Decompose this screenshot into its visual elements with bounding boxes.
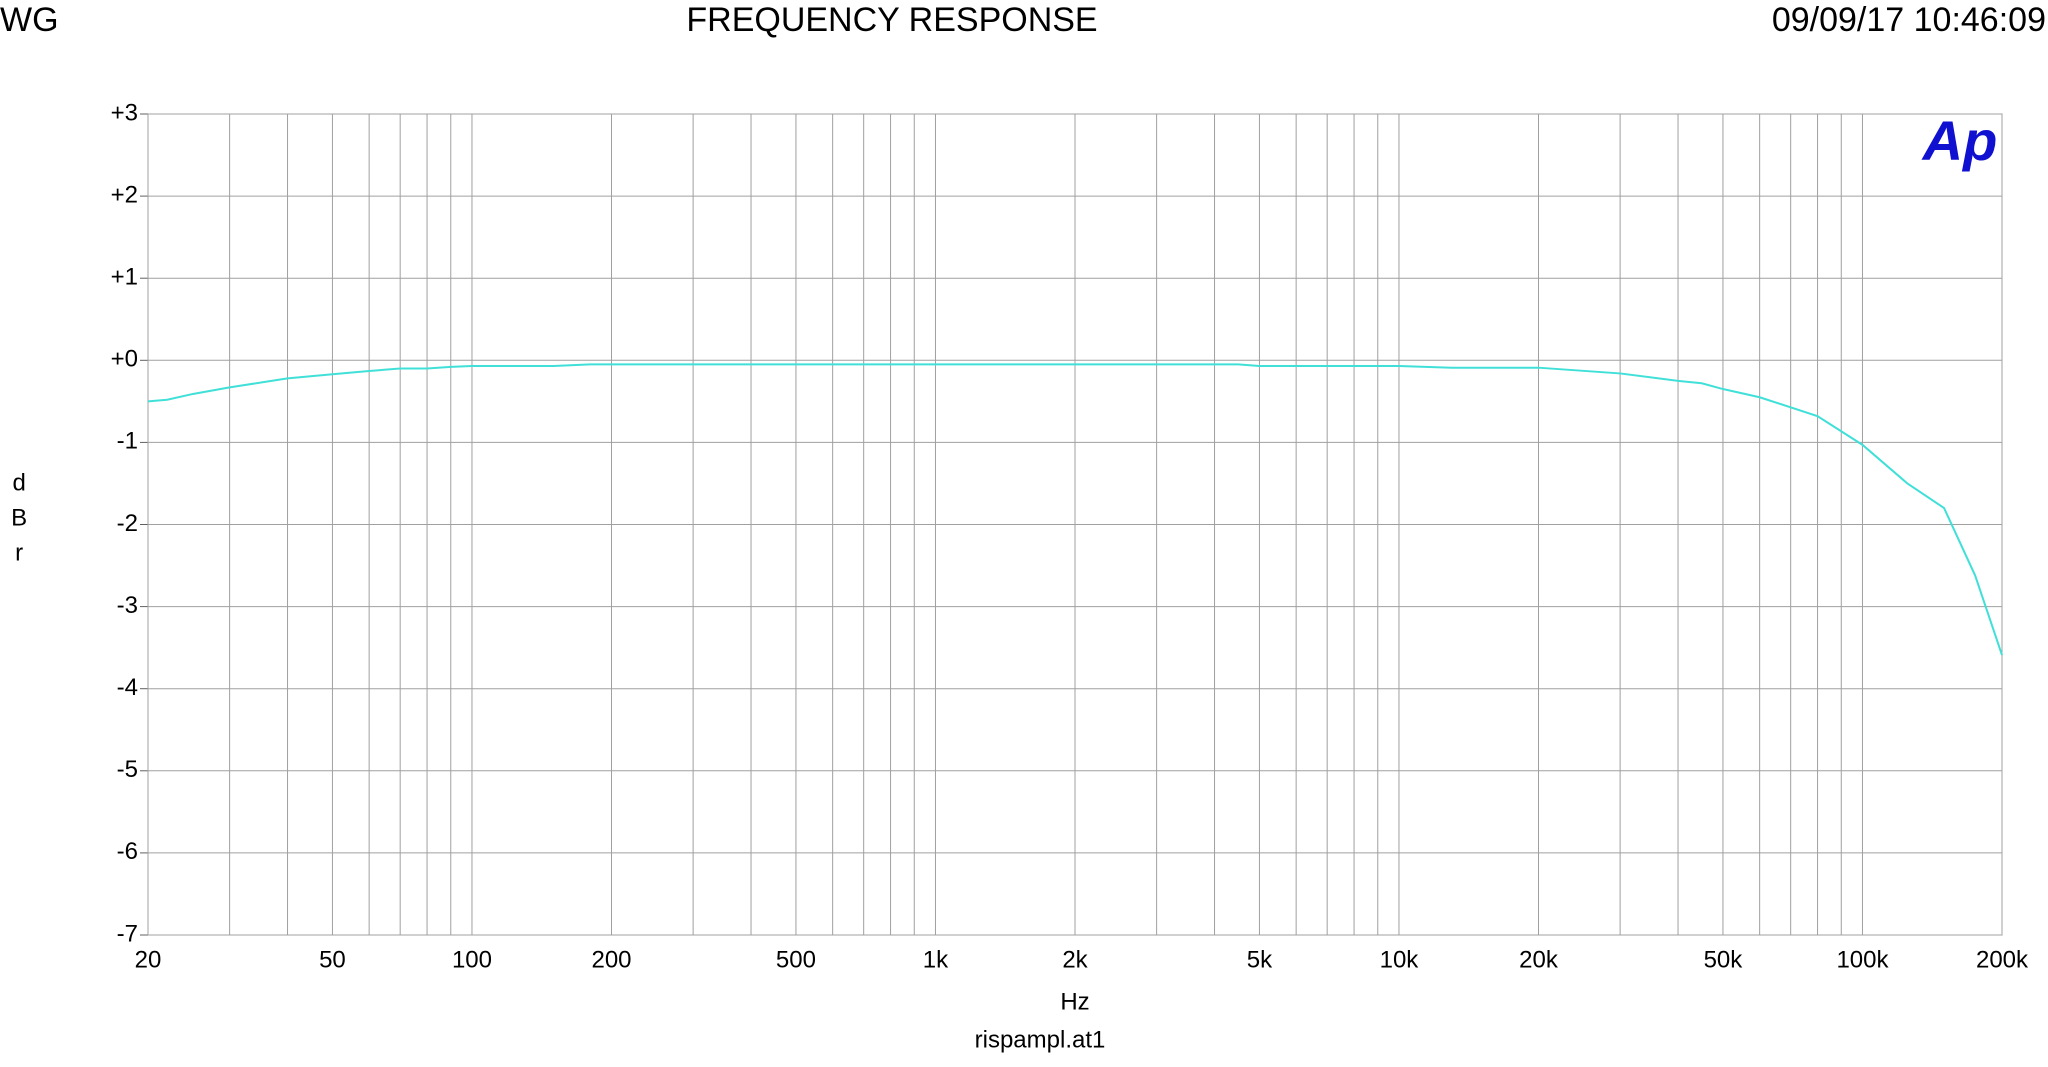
y-tick-label: -3 bbox=[117, 592, 138, 619]
y-tick-label: +1 bbox=[111, 264, 138, 291]
x-tick-label: 200k bbox=[1976, 946, 2029, 973]
x-tick-label: 50k bbox=[1704, 946, 1744, 973]
x-tick-label: 1k bbox=[923, 946, 949, 973]
x-axis-label: Hz bbox=[1060, 988, 1089, 1015]
header-left: WG bbox=[0, 1, 59, 39]
x-tick-label: 10k bbox=[1380, 946, 1420, 973]
chart-title: FREQUENCY RESPONSE bbox=[686, 1, 1097, 39]
x-tick-label: 2k bbox=[1062, 946, 1088, 973]
y-axis-label: dBr bbox=[6, 470, 33, 575]
x-tick-label: 50 bbox=[319, 946, 346, 973]
logo: Ap bbox=[1921, 109, 1998, 172]
x-tick-label: 200 bbox=[591, 946, 631, 973]
timestamp: 09/09/17 10:46:09 bbox=[1772, 1, 2046, 39]
x-tick-label: 5k bbox=[1247, 946, 1273, 973]
x-tick-label: 100 bbox=[452, 946, 492, 973]
y-tick-label: +3 bbox=[111, 99, 138, 126]
y-tick-label: -6 bbox=[117, 838, 138, 865]
x-tick-label: 20k bbox=[1519, 946, 1559, 973]
x-tick-label: 100k bbox=[1836, 946, 1889, 973]
y-tick-label: -4 bbox=[117, 674, 138, 701]
y-tick-label: -7 bbox=[117, 920, 138, 947]
y-tick-label: -2 bbox=[117, 510, 138, 537]
y-tick-label: -1 bbox=[117, 428, 138, 455]
x-tick-label: 20 bbox=[135, 946, 162, 973]
response-line bbox=[147, 363, 2003, 656]
y-tick-label: -5 bbox=[117, 756, 138, 783]
x-tick-label: 500 bbox=[776, 946, 816, 973]
y-tick-label: +0 bbox=[111, 346, 138, 373]
y-tick-label: +2 bbox=[111, 181, 138, 208]
footer: rispampl.at1 bbox=[975, 1026, 1106, 1053]
